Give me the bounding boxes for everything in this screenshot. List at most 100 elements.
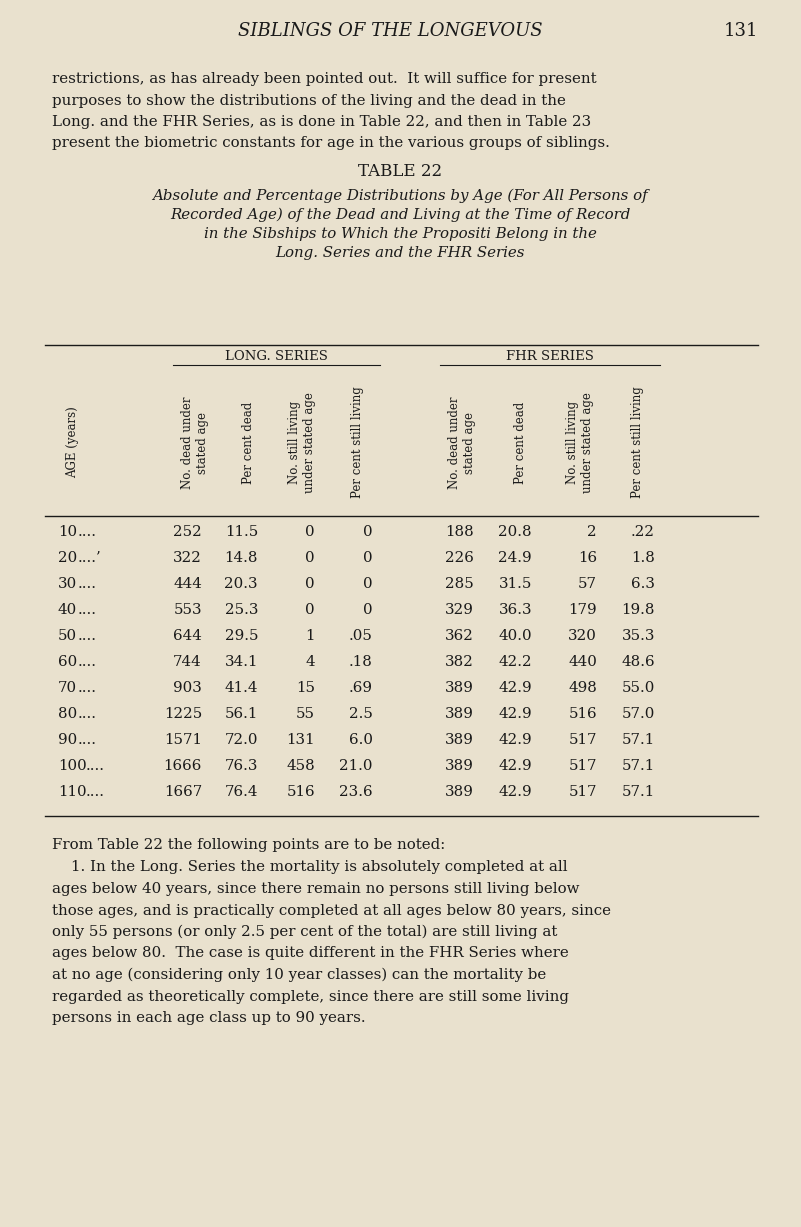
Text: restrictions, as has already been pointed out.  It will suffice for present: restrictions, as has already been pointe… — [52, 72, 597, 86]
Text: 329: 329 — [445, 602, 474, 617]
Text: No. still living
under stated age: No. still living under stated age — [566, 393, 594, 493]
Text: 76.3: 76.3 — [224, 760, 258, 773]
Text: 48.6: 48.6 — [622, 655, 655, 669]
Text: .22: .22 — [631, 525, 655, 539]
Text: .18: .18 — [349, 655, 373, 669]
Text: 29.5: 29.5 — [224, 629, 258, 643]
Text: 36.3: 36.3 — [498, 602, 532, 617]
Text: From Table 22 the following points are to be noted:: From Table 22 the following points are t… — [52, 838, 445, 852]
Text: 644: 644 — [173, 629, 202, 643]
Text: 1.8: 1.8 — [631, 551, 655, 564]
Text: AGE (years): AGE (years) — [66, 406, 79, 479]
Text: 15: 15 — [296, 681, 315, 694]
Text: 42.9: 42.9 — [498, 707, 532, 721]
Text: ....: .... — [78, 681, 97, 694]
Text: Per cent still living: Per cent still living — [631, 387, 645, 498]
Text: 21.0: 21.0 — [340, 760, 373, 773]
Text: Long. Series and the FHR Series: Long. Series and the FHR Series — [276, 245, 525, 260]
Text: SIBLINGS OF THE LONGEVOUS: SIBLINGS OF THE LONGEVOUS — [238, 22, 542, 40]
Text: 56.1: 56.1 — [224, 707, 258, 721]
Text: 131: 131 — [723, 22, 758, 40]
Text: 285: 285 — [445, 577, 474, 591]
Text: ....: .... — [78, 733, 97, 747]
Text: 57.0: 57.0 — [622, 707, 655, 721]
Text: persons in each age class up to 90 years.: persons in each age class up to 90 years… — [52, 1011, 365, 1025]
Text: 55: 55 — [296, 707, 315, 721]
Text: at no age (considering only 10 year classes) can the mortality be: at no age (considering only 10 year clas… — [52, 968, 546, 983]
Text: 0: 0 — [305, 551, 315, 564]
Text: 0: 0 — [305, 602, 315, 617]
Text: 40: 40 — [58, 602, 77, 617]
Text: 903: 903 — [173, 681, 202, 694]
Text: 362: 362 — [445, 629, 474, 643]
Text: 35.3: 35.3 — [622, 629, 655, 643]
Text: 517: 517 — [569, 733, 597, 747]
Text: 20.3: 20.3 — [224, 577, 258, 591]
Text: 19.8: 19.8 — [622, 602, 655, 617]
Text: 440: 440 — [568, 655, 597, 669]
Text: ....: .... — [78, 577, 97, 591]
Text: Per cent dead: Per cent dead — [241, 401, 255, 483]
Text: purposes to show the distributions of the living and the dead in the: purposes to show the distributions of th… — [52, 93, 566, 108]
Text: 444: 444 — [173, 577, 202, 591]
Text: ....: .... — [86, 785, 105, 799]
Text: 131: 131 — [287, 733, 315, 747]
Text: 41.4: 41.4 — [224, 681, 258, 694]
Text: ....: .... — [78, 602, 97, 617]
Text: 50: 50 — [58, 629, 77, 643]
Text: 744: 744 — [173, 655, 202, 669]
Text: 252: 252 — [173, 525, 202, 539]
Text: 11.5: 11.5 — [225, 525, 258, 539]
Text: 0: 0 — [364, 525, 373, 539]
Text: 40.0: 40.0 — [498, 629, 532, 643]
Text: 57.1: 57.1 — [622, 785, 655, 799]
Text: 57.1: 57.1 — [622, 760, 655, 773]
Text: ages below 80.  The case is quite different in the FHR Series where: ages below 80. The case is quite differe… — [52, 946, 569, 961]
Text: No. dead under
stated age: No. dead under stated age — [448, 396, 476, 488]
Text: present the biometric constants for age in the various groups of siblings.: present the biometric constants for age … — [52, 136, 610, 151]
Text: 226: 226 — [445, 551, 474, 564]
Text: 76.4: 76.4 — [224, 785, 258, 799]
Text: 1225: 1225 — [163, 707, 202, 721]
Text: 0: 0 — [364, 602, 373, 617]
Text: 23.6: 23.6 — [340, 785, 373, 799]
Text: 2.5: 2.5 — [349, 707, 373, 721]
Text: 6.0: 6.0 — [349, 733, 373, 747]
Text: 30: 30 — [58, 577, 77, 591]
Text: 389: 389 — [445, 707, 474, 721]
Text: 55.0: 55.0 — [622, 681, 655, 694]
Text: 1. In the Long. Series the mortality is absolutely completed at all: 1. In the Long. Series the mortality is … — [52, 860, 568, 875]
Text: No. still living
under stated age: No. still living under stated age — [288, 393, 316, 493]
Text: Absolute and Percentage Distributions by Age (For All Persons of: Absolute and Percentage Distributions by… — [152, 189, 648, 204]
Text: 1667: 1667 — [163, 785, 202, 799]
Text: 389: 389 — [445, 681, 474, 694]
Text: those ages, and is practically completed at all ages below 80 years, since: those ages, and is practically completed… — [52, 903, 611, 918]
Text: 188: 188 — [445, 525, 474, 539]
Text: 0: 0 — [305, 577, 315, 591]
Text: 6.3: 6.3 — [631, 577, 655, 591]
Text: 382: 382 — [445, 655, 474, 669]
Text: 42.9: 42.9 — [498, 733, 532, 747]
Text: Per cent dead: Per cent dead — [513, 401, 526, 483]
Text: 1: 1 — [305, 629, 315, 643]
Text: 517: 517 — [569, 760, 597, 773]
Text: 60: 60 — [58, 655, 77, 669]
Text: only 55 persons (or only 2.5 per cent of the total) are still living at: only 55 persons (or only 2.5 per cent of… — [52, 925, 557, 940]
Text: ....: .... — [78, 655, 97, 669]
Text: 10: 10 — [58, 525, 77, 539]
Text: .05: .05 — [349, 629, 373, 643]
Text: LONG. SERIES: LONG. SERIES — [225, 350, 328, 363]
Text: 1571: 1571 — [164, 733, 202, 747]
Text: 31.5: 31.5 — [499, 577, 532, 591]
Text: ages below 40 years, since there remain no persons still living below: ages below 40 years, since there remain … — [52, 882, 579, 896]
Text: 389: 389 — [445, 733, 474, 747]
Text: 72.0: 72.0 — [224, 733, 258, 747]
Text: 389: 389 — [445, 760, 474, 773]
Text: 34.1: 34.1 — [224, 655, 258, 669]
Text: 516: 516 — [287, 785, 315, 799]
Text: 0: 0 — [364, 551, 373, 564]
Text: 389: 389 — [445, 785, 474, 799]
Text: 320: 320 — [568, 629, 597, 643]
Text: TABLE 22: TABLE 22 — [358, 163, 442, 180]
Text: 42.9: 42.9 — [498, 760, 532, 773]
